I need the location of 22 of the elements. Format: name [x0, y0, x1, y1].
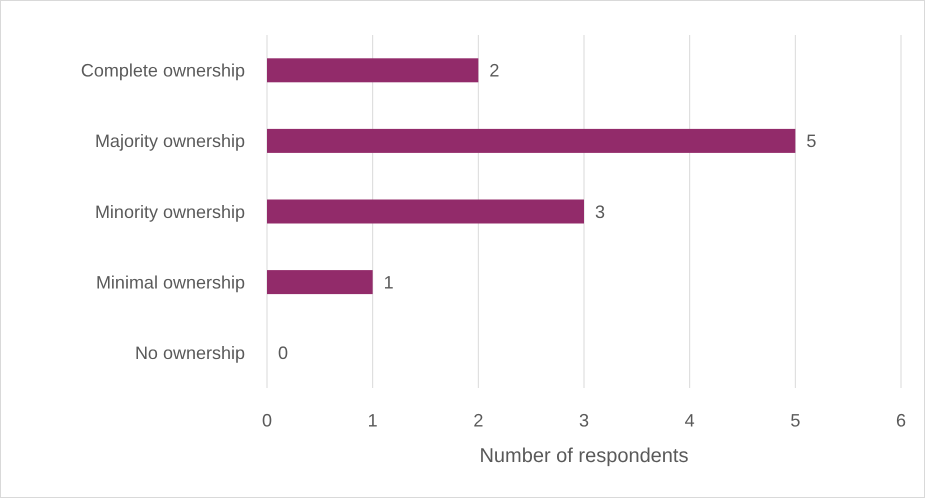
- data-label: 2: [489, 60, 500, 81]
- x-tick-label: 3: [578, 410, 590, 430]
- x-axis-title: Number of respondents: [479, 445, 689, 467]
- x-tick-label: 6: [896, 410, 906, 430]
- x-tick-label: 0: [262, 410, 272, 430]
- y-tick-label: Minimal ownership: [96, 272, 245, 292]
- bar: [267, 128, 796, 153]
- x-tick-label: 1: [368, 410, 378, 430]
- bar: [267, 58, 478, 82]
- bar: [267, 270, 373, 294]
- y-tick-label: Minority ownership: [94, 202, 245, 222]
- data-label: 1: [384, 272, 394, 292]
- x-tick-label: 2: [473, 410, 484, 430]
- y-tick-label: Complete ownership: [80, 60, 245, 81]
- data-label: 3: [595, 202, 606, 222]
- x-tick-label: 4: [684, 410, 695, 430]
- data-label: 0: [278, 343, 288, 363]
- data-label: 5: [806, 131, 816, 152]
- bar: [267, 200, 584, 224]
- x-tick-label: 5: [790, 410, 800, 430]
- y-tick-label: Majority ownership: [94, 131, 245, 152]
- y-tick-label: No ownership: [134, 343, 245, 363]
